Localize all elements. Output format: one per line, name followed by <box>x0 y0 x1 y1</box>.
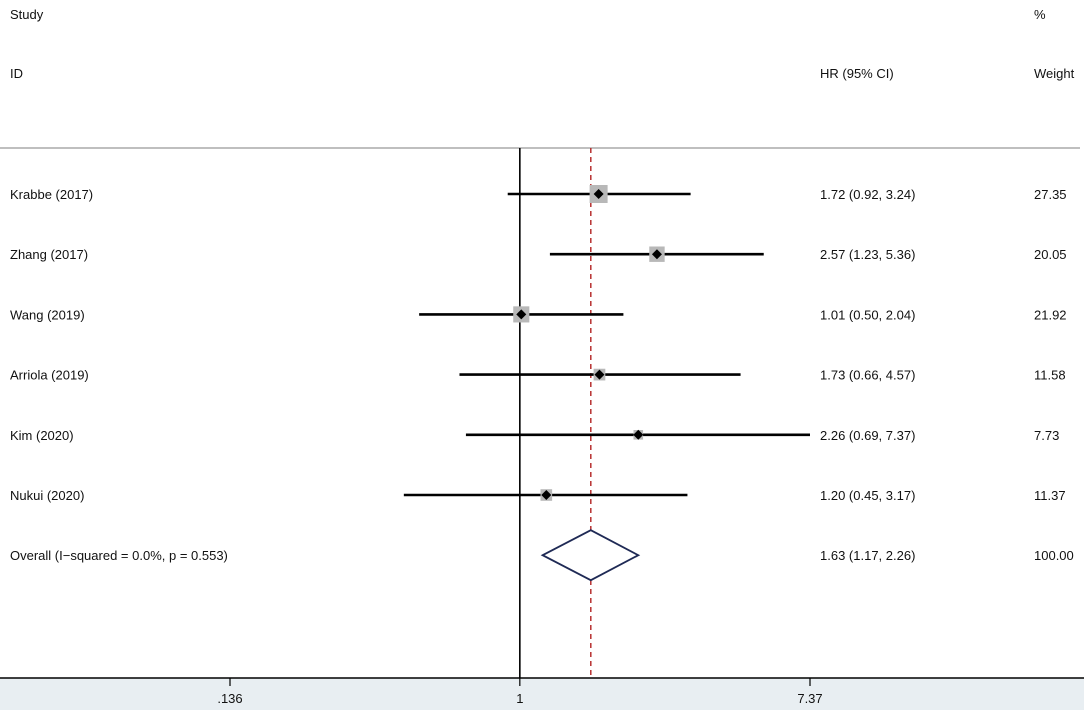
hr-ci-text: 1.72 (0.92, 3.24) <box>820 187 915 202</box>
point-estimate <box>594 369 605 380</box>
weight-text: 11.58 <box>1034 368 1066 383</box>
study-name: Kim (2020) <box>10 428 74 443</box>
weight-text: 20.05 <box>1034 247 1067 262</box>
point-estimate <box>651 249 662 260</box>
study-name: Krabbe (2017) <box>10 187 93 202</box>
study-name: Wang (2019) <box>10 307 85 322</box>
hr-ci-text: 2.26 (0.69, 7.37) <box>820 428 915 443</box>
overall-diamond <box>540 529 641 582</box>
study-name: Arriola (2019) <box>10 368 89 383</box>
hr-ci-text: 2.57 (1.23, 5.36) <box>820 247 915 262</box>
study-row: Nukui (2020) 1.20 (0.45, 3.17) 11.37 <box>10 488 1066 503</box>
study-row: Krabbe (2017) 1.72 (0.92, 3.24) 27.35 <box>10 185 1067 203</box>
header-weight: Weight <box>1034 66 1075 81</box>
point-estimate <box>593 189 604 199</box>
weight-text: 21.92 <box>1034 307 1067 322</box>
hr-ci-text: 1.20 (0.45, 3.17) <box>820 488 915 503</box>
study-row: Wang (2019) 1.01 (0.50, 2.04) 21.92 <box>10 306 1067 323</box>
header-percent: % <box>1034 7 1046 22</box>
study-name: Nukui (2020) <box>10 488 84 503</box>
study-row: Kim (2020) 2.26 (0.69, 7.37) 7.73 <box>10 428 1059 443</box>
study-row: Arriola (2019) 1.73 (0.66, 4.57) 11.58 <box>10 368 1066 383</box>
hr-ci-text: 1.01 (0.50, 2.04) <box>820 307 915 322</box>
header-study: Study <box>10 7 44 22</box>
weight-text: 27.35 <box>1034 187 1067 202</box>
x-axis-band <box>0 678 1084 710</box>
point-estimate <box>516 309 527 320</box>
x-tick-label: 1 <box>516 691 523 706</box>
x-tick-label: .136 <box>217 691 242 706</box>
overall-row: Overall (I−squared = 0.0%, p = 0.553) 1.6… <box>10 529 1074 582</box>
x-axis: .136 1 7.37 <box>0 677 1084 706</box>
overall-hr-ci-text: 1.63 (1.17, 2.26) <box>820 548 915 563</box>
weight-text: 7.73 <box>1034 428 1059 443</box>
overall-weight-text: 100.00 <box>1034 548 1074 563</box>
header-id: ID <box>10 66 23 81</box>
weight-text: 11.37 <box>1034 488 1066 503</box>
study-row: Zhang (2017) 2.57 (1.23, 5.36) 20.05 <box>10 246 1067 262</box>
study-name: Zhang (2017) <box>10 247 88 262</box>
header-effect: HR (95% CI) <box>820 66 894 81</box>
study-rows: Krabbe (2017) 1.72 (0.92, 3.24) 27.35 Zhang… <box>10 185 1067 503</box>
point-estimate <box>541 490 552 500</box>
hr-ci-text: 1.73 (0.66, 4.57) <box>820 368 915 383</box>
x-tick-label: 7.37 <box>797 691 822 706</box>
point-estimate <box>633 429 644 440</box>
overall-name: Overall (I−squared = 0.0%, p = 0.553) <box>10 548 228 563</box>
